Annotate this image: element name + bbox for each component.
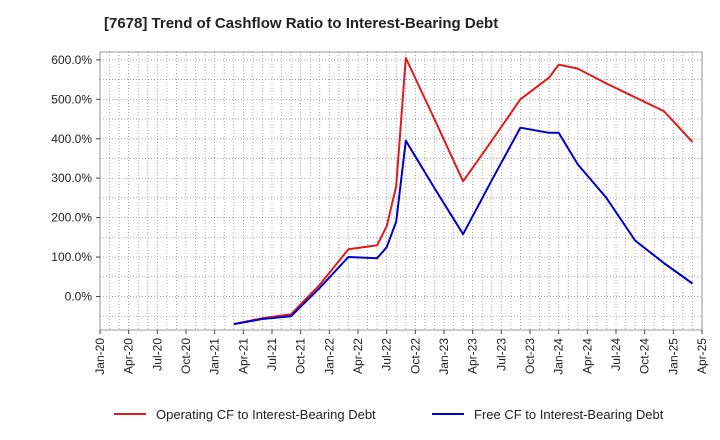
x-tick-label: Apr-22 [351,338,365,374]
x-tick-label: Jan-20 [93,338,107,375]
y-tick-label: 100.0% [51,250,92,264]
x-tick-label: Apr-20 [122,338,136,374]
x-tick-label: Jan-23 [437,338,451,375]
x-tick-label: Oct-23 [523,338,537,374]
x-tick-label: Oct-20 [179,338,193,374]
x-tick-label: Apr-23 [466,338,480,374]
y-tick-label: 600.0% [51,53,92,67]
y-tick-label: 200.0% [51,211,92,225]
x-tick-label: Jul-24 [609,338,623,371]
x-tick-label: Jul-20 [150,338,164,371]
x-tick-label: Oct-24 [638,338,652,374]
y-tick-label: 500.0% [51,92,92,106]
series-line-1 [233,56,694,326]
x-tick-label: Jul-22 [380,338,394,371]
x-tick-label: Jan-22 [322,338,336,375]
series-line-2 [233,126,693,326]
x-tick-label: Jan-21 [208,338,222,375]
plot-area [99,51,703,331]
x-tick-label: Jan-24 [552,338,566,375]
y-tick-label: 400.0% [51,132,92,146]
x-tick-label: Oct-21 [294,338,308,374]
legend-label-1: Operating CF to Interest-Bearing Debt [156,407,376,422]
y-tick-label: 0.0% [65,289,93,303]
x-tick-label: Apr-21 [236,338,250,374]
chart-title: [7678] Trend of Cashflow Ratio to Intere… [104,15,499,32]
x-tick-label: Apr-25 [695,338,709,374]
x-tick-label: Jul-23 [494,338,508,371]
x-tick-label: Jan-25 [666,338,680,375]
y-tick-label: 300.0% [51,171,92,185]
x-tick-label: Jul-21 [265,338,279,371]
x-tick-label: Apr-24 [580,338,594,374]
legend-label-2: Free CF to Interest-Bearing Debt [474,407,664,422]
x-tick-label: Oct-22 [408,338,422,374]
